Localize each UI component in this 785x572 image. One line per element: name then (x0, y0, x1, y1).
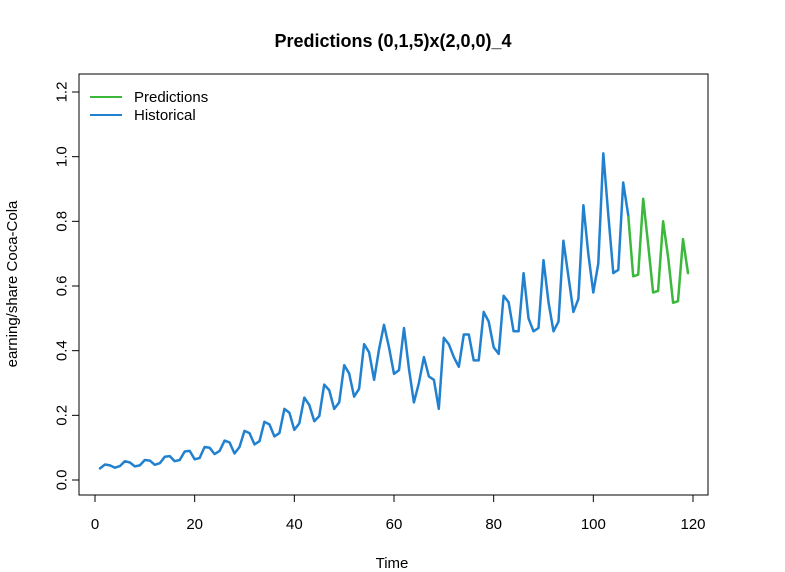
series-layer (98, 152, 690, 470)
y-axis: 0.0 0.2 0.4 0.6 0.8 1.0 1.2 (53, 82, 80, 491)
series-line-predictions (626, 197, 690, 305)
y-tick-label: 0.0 (53, 470, 70, 491)
y-tick-label: 1.2 (53, 82, 70, 103)
x-tick-label: 120 (680, 516, 705, 533)
series-line-historical (98, 152, 630, 470)
x-tick-label: 100 (581, 516, 606, 533)
y-tick-label: 0.8 (53, 211, 70, 232)
y-tick-label: 0.4 (53, 340, 70, 361)
y-tick-label: 1.0 (53, 146, 70, 167)
x-axis-label: Time (376, 555, 409, 572)
x-tick-label: 20 (186, 516, 203, 533)
legend-label-historical: Historical (134, 107, 196, 124)
legend: Predictions Historical (90, 89, 208, 124)
x-tick-label: 60 (386, 516, 403, 533)
x-tick-label: 0 (91, 516, 99, 533)
plot-frame (78, 73, 709, 496)
legend-label-predictions: Predictions (134, 89, 208, 106)
x-tick-label: 40 (286, 516, 303, 533)
x-tick-label: 80 (485, 516, 502, 533)
chart-title: Predictions (0,1,5)x(2,0,0)_4 (274, 31, 511, 51)
y-tick-label: 0.2 (53, 405, 70, 426)
y-axis-label: earning/share Coca-Cola (4, 200, 21, 367)
x-axis: 0 20 40 60 80 100 120 (91, 494, 706, 533)
y-tick-label: 0.6 (53, 276, 70, 297)
